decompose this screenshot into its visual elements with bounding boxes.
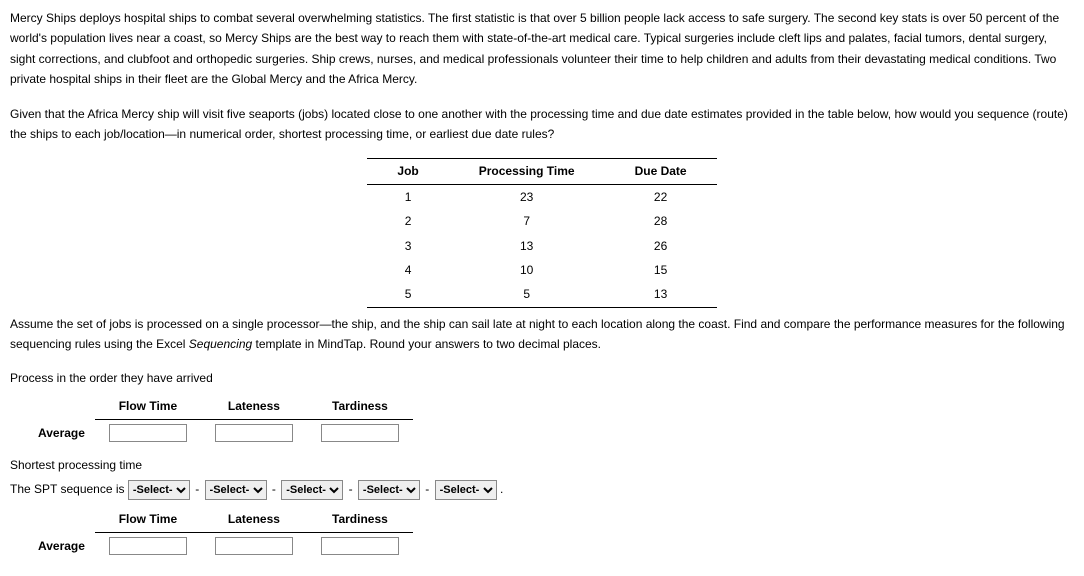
input-arrival-avg-late[interactable]	[215, 424, 293, 442]
perf-table-arrival: Flow Time Lateness Tardiness Average	[24, 393, 413, 447]
jobs-cell-pt: 13	[449, 234, 605, 258]
jobs-cell-job: 4	[367, 258, 448, 282]
spt-period: .	[500, 482, 503, 496]
jobs-cell-dd: 28	[605, 209, 717, 233]
jobs-table: Job Processing Time Due Date 1 23 22 2 7…	[367, 158, 716, 307]
spt-select-1[interactable]: -Select-	[128, 480, 190, 500]
intro-paragraph-1: Mercy Ships deploys hospital ships to co…	[10, 8, 1074, 90]
jobs-row: 4 10 15	[367, 258, 716, 282]
perf-header-late: Lateness	[201, 393, 307, 420]
instruction-text-post: template in MindTap. Round your answers …	[252, 337, 601, 351]
spt-sequence-line: The SPT sequence is -Select- - -Select- …	[10, 479, 1074, 500]
jobs-cell-job: 2	[367, 209, 448, 233]
jobs-header-job: Job	[367, 159, 448, 184]
jobs-cell-job: 3	[367, 234, 448, 258]
spt-select-3[interactable]: -Select-	[281, 480, 343, 500]
section-spt: Shortest processing time	[10, 455, 1074, 475]
separator: -	[425, 482, 429, 496]
input-spt-avg-late[interactable]	[215, 537, 293, 555]
instruction-text-ital: Sequencing	[189, 337, 252, 351]
spt-select-2[interactable]: -Select-	[205, 480, 267, 500]
jobs-cell-pt: 5	[449, 282, 605, 307]
jobs-cell-pt: 7	[449, 209, 605, 233]
instruction-paragraph: Assume the set of jobs is processed on a…	[10, 314, 1074, 355]
jobs-cell-dd: 22	[605, 184, 717, 209]
separator: -	[195, 482, 199, 496]
perf-header-flow: Flow Time	[95, 506, 201, 533]
spt-select-5[interactable]: -Select-	[435, 480, 497, 500]
jobs-cell-job: 1	[367, 184, 448, 209]
jobs-cell-pt: 23	[449, 184, 605, 209]
spt-select-4[interactable]: -Select-	[358, 480, 420, 500]
input-arrival-avg-flow[interactable]	[109, 424, 187, 442]
input-arrival-avg-tard[interactable]	[321, 424, 399, 442]
perf-header-tard: Tardiness	[307, 506, 413, 533]
perf-table-spt: Flow Time Lateness Tardiness Average	[24, 506, 413, 560]
jobs-row: 2 7 28	[367, 209, 716, 233]
perf-header-late: Lateness	[201, 506, 307, 533]
input-spt-avg-flow[interactable]	[109, 537, 187, 555]
jobs-header-dd: Due Date	[605, 159, 717, 184]
perf-row-average-label: Average	[24, 420, 95, 447]
intro-paragraph-2: Given that the Africa Mercy ship will vi…	[10, 104, 1074, 145]
jobs-cell-job: 5	[367, 282, 448, 307]
separator: -	[272, 482, 276, 496]
perf-header-flow: Flow Time	[95, 393, 201, 420]
jobs-cell-dd: 13	[605, 282, 717, 307]
spt-prefix: The SPT sequence is	[10, 482, 128, 496]
section-arrival: Process in the order they have arrived	[10, 368, 1074, 388]
jobs-header-pt: Processing Time	[449, 159, 605, 184]
jobs-row: 3 13 26	[367, 234, 716, 258]
perf-header-tard: Tardiness	[307, 393, 413, 420]
perf-row-average-label: Average	[24, 533, 95, 560]
separator: -	[349, 482, 353, 496]
jobs-cell-pt: 10	[449, 258, 605, 282]
jobs-cell-dd: 26	[605, 234, 717, 258]
jobs-row: 5 5 13	[367, 282, 716, 307]
input-spt-avg-tard[interactable]	[321, 537, 399, 555]
jobs-row: 1 23 22	[367, 184, 716, 209]
jobs-cell-dd: 15	[605, 258, 717, 282]
